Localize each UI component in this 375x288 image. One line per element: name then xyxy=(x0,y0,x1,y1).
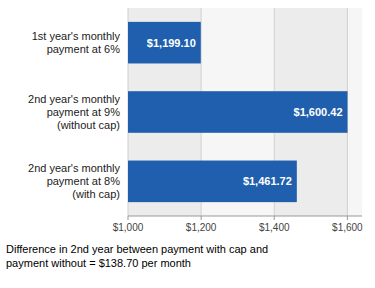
x-tick-label: $1,200 xyxy=(186,222,217,233)
category-label: 2nd year's monthlypayment at 9%(without … xyxy=(28,93,120,131)
data-label: $1,199.10 xyxy=(147,37,196,49)
text-line: payment at 9% xyxy=(47,106,121,118)
text-line: payment at 8% xyxy=(47,175,121,187)
text-line: payment without = $138.70 per month xyxy=(6,257,191,269)
text-line: (with cap) xyxy=(72,188,120,200)
x-tick xyxy=(347,216,348,220)
grid-band xyxy=(347,8,362,216)
x-tick xyxy=(274,216,275,220)
category-label: 1st year's monthlypayment at 6% xyxy=(32,30,121,55)
text-line: 2nd year's monthly xyxy=(28,93,120,105)
x-tick xyxy=(201,216,202,220)
bars xyxy=(128,22,348,202)
x-tick-label: $1,400 xyxy=(259,222,290,233)
data-label: $1,461.72 xyxy=(243,175,292,187)
text-line: 2nd year's monthly xyxy=(28,162,120,174)
text-line: Difference in 2nd year between payment w… xyxy=(6,243,268,255)
category-label: 2nd year's monthlypayment at 8%(with cap… xyxy=(28,162,120,200)
x-axis-line xyxy=(128,216,362,217)
chart: $1,199.10 $1,600.42 $1,461.72 1st year's mo… xyxy=(0,0,375,288)
x-tick-label: $1,000 xyxy=(113,222,144,233)
bar xyxy=(128,91,348,133)
x-tick-label: $1,600 xyxy=(332,222,363,233)
x-tick xyxy=(128,216,129,220)
data-label: $1,600.42 xyxy=(294,106,343,118)
text-line: (without cap) xyxy=(57,119,120,131)
bar xyxy=(128,22,201,64)
bar xyxy=(128,161,297,203)
footnote: Difference in 2nd year between payment w… xyxy=(6,243,268,269)
grid xyxy=(128,8,362,216)
text-line: payment at 6% xyxy=(47,43,121,55)
text-line: 1st year's monthly xyxy=(32,30,121,42)
